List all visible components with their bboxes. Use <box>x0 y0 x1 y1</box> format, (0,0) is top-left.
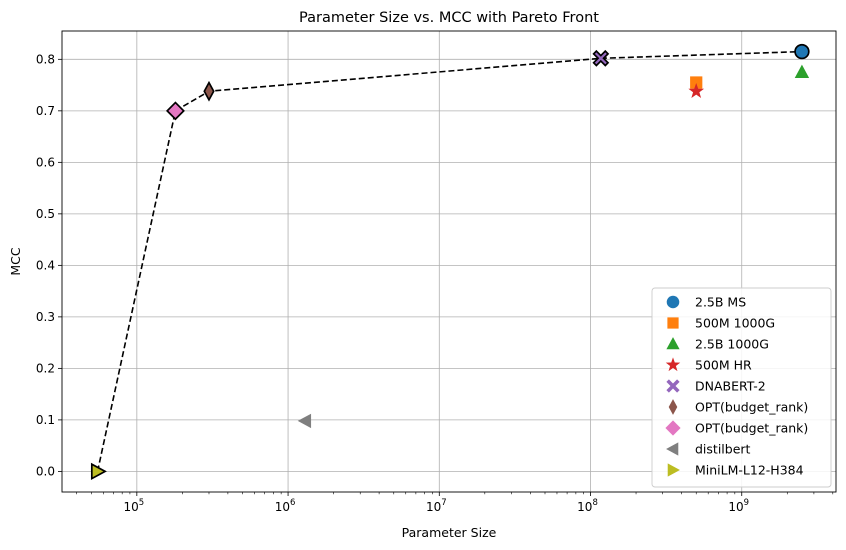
y-tick-label: 0.5 <box>36 207 55 221</box>
legend-marker <box>667 317 679 329</box>
y-tick-label: 0.6 <box>36 156 55 170</box>
legend-label: MiniLM-L12-H384 <box>695 463 804 478</box>
y-tick-label: 0.3 <box>36 310 55 324</box>
legend-marker <box>665 357 681 372</box>
data-point <box>794 64 810 78</box>
y-tick-label: 0.8 <box>36 53 55 67</box>
x-tick-base: 10 <box>577 500 592 514</box>
legend-entry: 500M HR <box>665 357 752 373</box>
data-point <box>688 82 705 98</box>
legend-marker <box>667 463 680 477</box>
legend-marker <box>665 420 681 436</box>
legend-marker <box>666 337 680 350</box>
data-point <box>297 413 312 429</box>
x-tick-label: 106 <box>275 498 296 514</box>
x-tick-base: 10 <box>426 500 441 514</box>
y-tick-label: 0.7 <box>36 104 55 118</box>
legend-label: 2.5B MS <box>695 295 746 310</box>
legend-entry: OPT(budget_rank) <box>665 420 808 436</box>
data-point <box>165 101 185 121</box>
legend-label: DNABERT-2 <box>695 379 766 394</box>
data-point-marker <box>297 413 312 429</box>
legend-label: 500M HR <box>695 358 752 373</box>
data-point-marker <box>165 101 185 121</box>
data-point <box>794 43 810 60</box>
legend-label: distilbert <box>695 442 751 457</box>
legend-entry: 2.5B 1000G <box>666 337 769 352</box>
legend-label: 2.5B 1000G <box>695 337 769 352</box>
x-tick-base: 10 <box>123 500 138 514</box>
legend-marker <box>666 379 680 393</box>
legend-label: 500M 1000G <box>695 316 775 331</box>
x-tick-label: 107 <box>426 498 447 514</box>
y-tick-label: 0.2 <box>36 362 55 376</box>
data-point <box>90 462 107 481</box>
x-axis-title: Parameter Size <box>402 525 497 540</box>
x-tick-label: 108 <box>577 498 598 514</box>
x-tick-exponent: 9 <box>744 498 749 508</box>
legend-marker <box>668 399 678 415</box>
legend-label: OPT(budget_rank) <box>695 421 808 436</box>
plot-frame <box>61 30 837 493</box>
data-markers <box>90 43 810 481</box>
x-tick-exponent: 5 <box>139 498 144 508</box>
data-point-marker <box>592 49 610 67</box>
y-tick-label: 0.1 <box>36 413 55 427</box>
data-point-marker <box>794 64 810 78</box>
x-tick-exponent: 7 <box>441 498 446 508</box>
chart-title: Parameter Size vs. MCC with Pareto Front <box>299 10 599 26</box>
legend: 2.5B MS 500M 1000G 2.5B 1000G 500M HR DNABER… <box>651 287 832 488</box>
data-point-marker <box>688 82 705 98</box>
x-tick-exponent: 8 <box>592 498 597 508</box>
data-point-marker <box>203 80 215 102</box>
x-tick-base: 10 <box>728 500 743 514</box>
data-point-marker <box>690 76 703 89</box>
legend-marker <box>666 442 679 456</box>
data-point <box>592 49 610 67</box>
data-point <box>203 80 215 102</box>
x-tick-label: 105 <box>123 498 144 514</box>
x-tick-exponent: 6 <box>290 498 295 508</box>
legend-entry: MiniLM-L12-H384 <box>667 463 804 478</box>
legend-box <box>651 287 832 488</box>
legend-entry: 500M 1000G <box>667 316 775 331</box>
legend-marker <box>666 295 680 309</box>
legend-entry: DNABERT-2 <box>666 379 766 394</box>
legend-entry: 2.5B MS <box>666 295 746 310</box>
y-axis-title: MCC <box>8 247 23 276</box>
data-point-marker <box>794 43 810 60</box>
legend-label: OPT(budget_rank) <box>695 400 808 415</box>
legend-entry: distilbert <box>666 442 751 457</box>
legend-entry: OPT(budget_rank) <box>668 399 808 415</box>
data-point <box>690 76 703 89</box>
data-point-marker <box>90 462 107 481</box>
y-tick-label: 0.0 <box>36 465 55 479</box>
y-tick-label: 0.4 <box>36 259 55 273</box>
x-tick-label: 109 <box>728 498 749 514</box>
x-tick-base: 10 <box>275 500 290 514</box>
